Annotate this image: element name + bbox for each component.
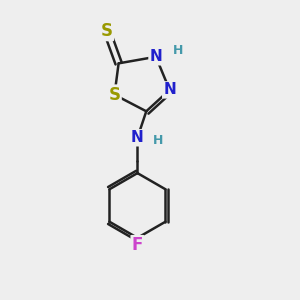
Text: N: N [163,82,176,98]
Text: F: F [132,236,143,254]
Text: N: N [149,49,162,64]
Text: S: S [101,22,113,40]
Text: H: H [173,44,183,57]
Text: N: N [131,130,144,145]
Text: S: S [109,86,121,104]
Text: H: H [153,134,163,147]
